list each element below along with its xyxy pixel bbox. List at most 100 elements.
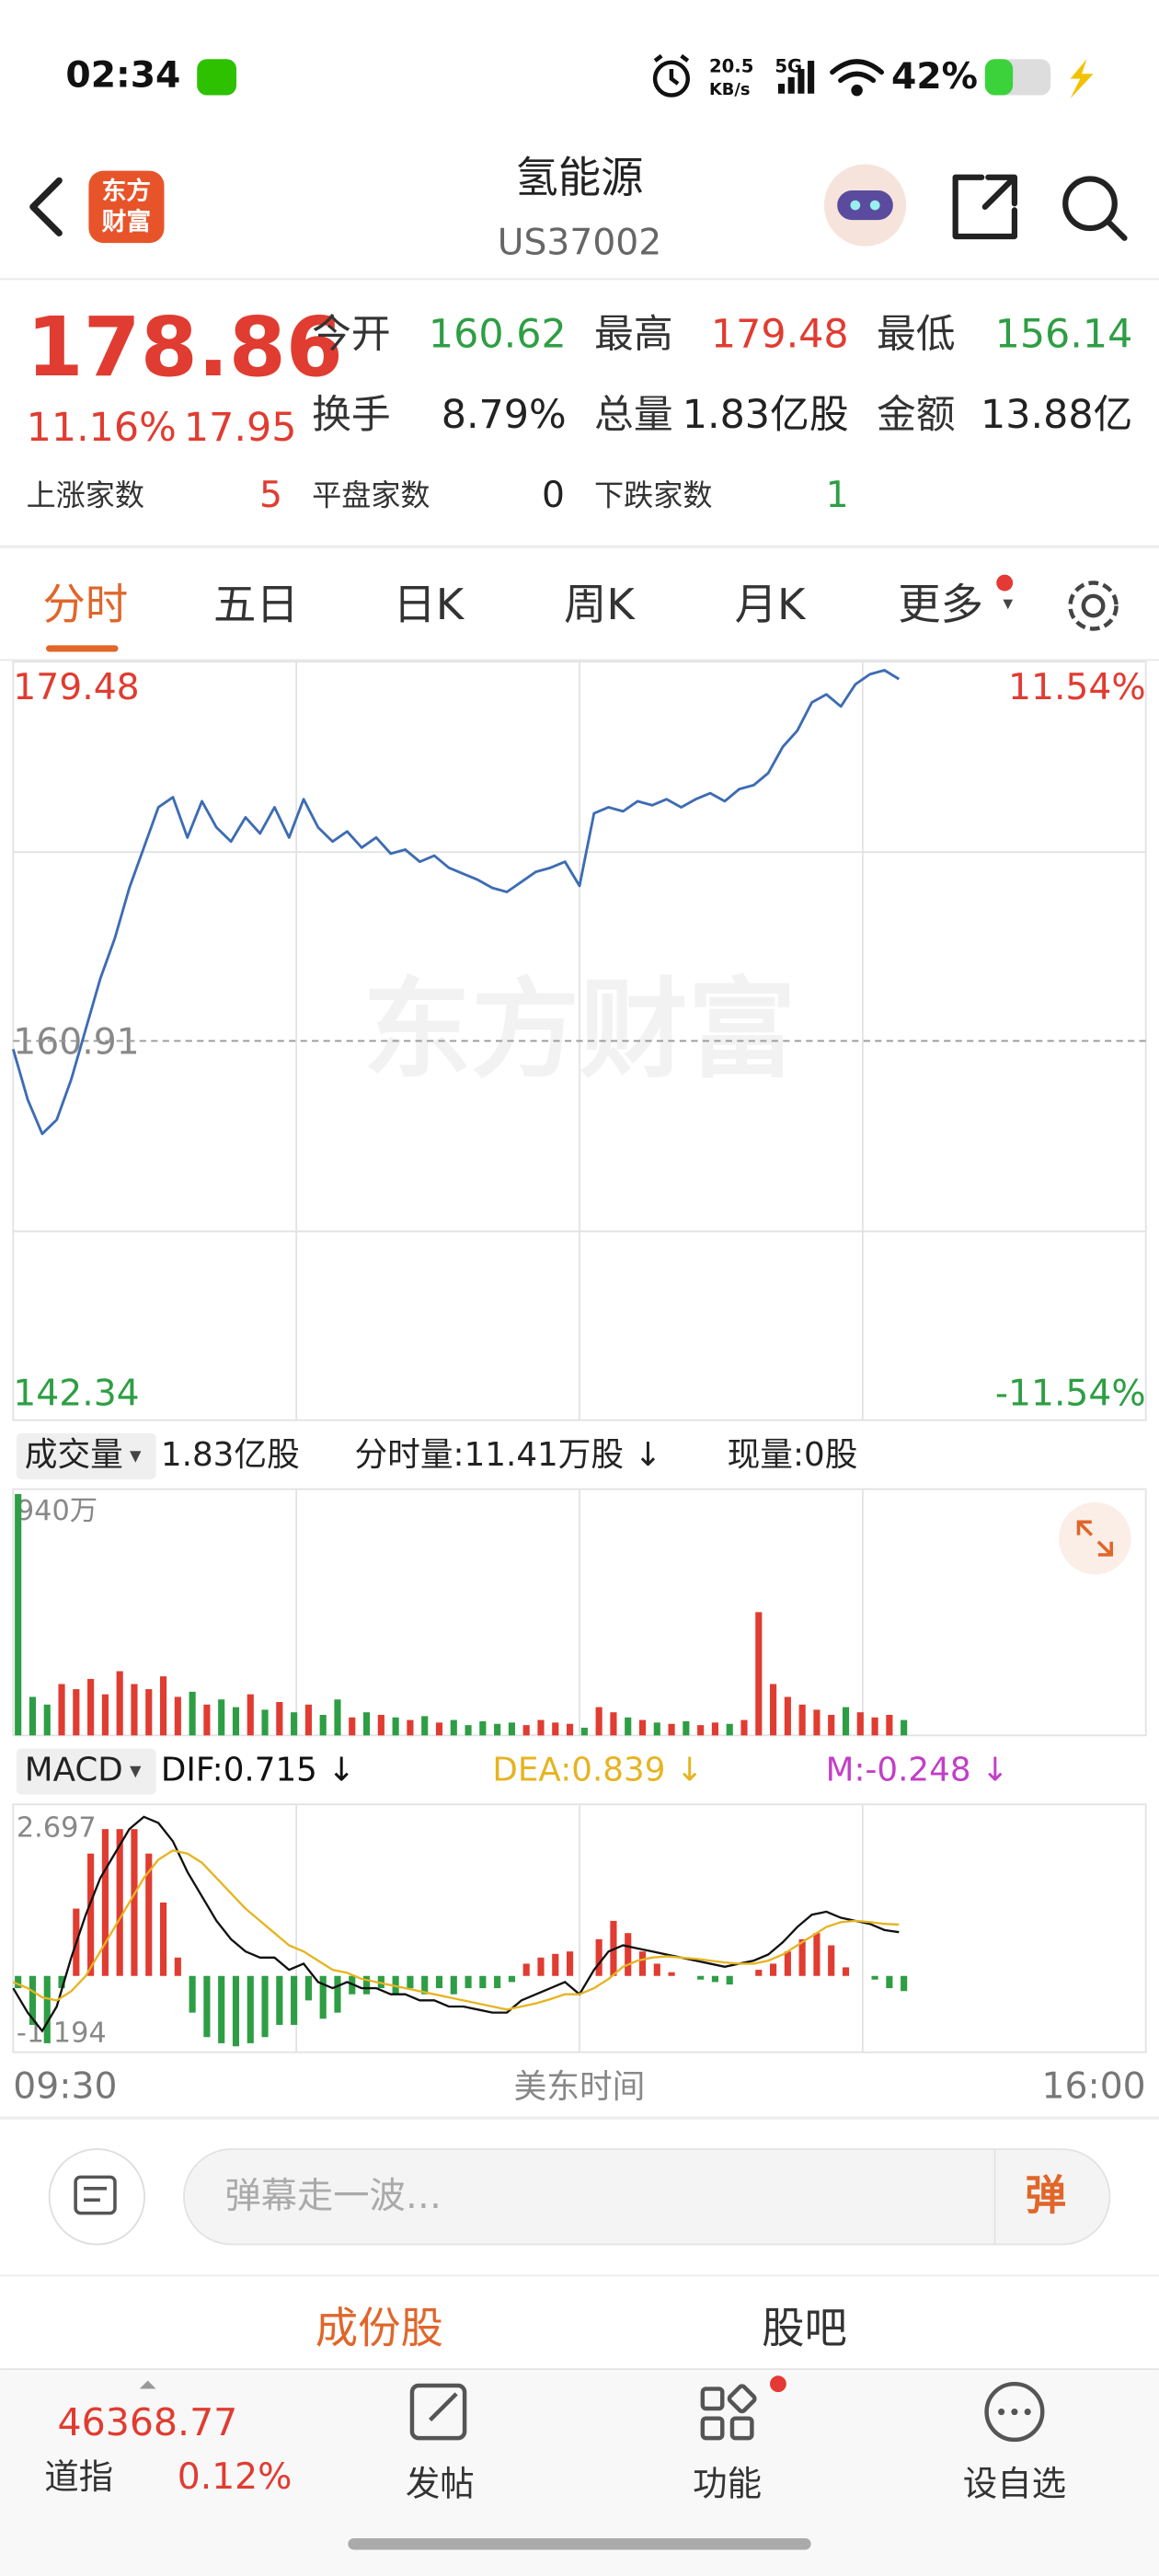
stock-code: US37002: [498, 222, 662, 263]
volume-bar: [668, 1723, 675, 1736]
more-caret: ▾: [1003, 592, 1013, 615]
macd-legend: DIF:0.715 ↓ DEA:0.839 ↓ M:-0.248 ↓: [161, 1752, 1009, 1789]
expand-button[interactable]: [1059, 1501, 1131, 1575]
volume-bar: [349, 1717, 356, 1736]
volume-bar: [131, 1684, 138, 1736]
breadth-value: 0: [542, 475, 565, 516]
volume-bar: [901, 1719, 908, 1736]
volume-bar: [73, 1689, 80, 1736]
macd-bar: [537, 1957, 545, 1976]
volume-bar: [189, 1691, 196, 1736]
macd-bar: [43, 1975, 51, 2043]
volume-bar: [784, 1696, 791, 1736]
stat-value: 179.48: [711, 311, 849, 357]
stock-name: 氢能源: [515, 153, 643, 202]
volume-bar: [334, 1699, 341, 1736]
volume-bar: [87, 1678, 95, 1736]
watchlist-icon[interactable]: [984, 2381, 1045, 2443]
nav-label[interactable]: 发帖: [406, 2463, 475, 2503]
breadth-label: 平盘家数: [312, 478, 430, 513]
sub-tab[interactable]: 股吧: [762, 2304, 847, 2353]
assistant-avatar[interactable]: [823, 164, 907, 247]
volume-bar: [276, 1702, 283, 1736]
current-volume: 现量:0股: [728, 1436, 858, 1474]
volume-bar: [261, 1709, 269, 1736]
period-tab[interactable]: 五日: [213, 580, 299, 629]
macd-bar: [261, 1975, 269, 2038]
macd-bar: [552, 1953, 559, 1976]
breadth-value: 5: [259, 475, 282, 516]
volume-selector[interactable]: [16, 1432, 156, 1479]
volume-bar: [537, 1719, 545, 1736]
macd-bar: [87, 1853, 95, 1976]
settings-button[interactable]: [1068, 581, 1119, 631]
macd-bar: [29, 1975, 37, 2025]
volume-bar: [465, 1725, 472, 1736]
macd-bar: [159, 1902, 167, 1976]
breadth-label: 上涨家数: [27, 478, 144, 513]
home-indicator: [348, 2537, 811, 2550]
macd-bar: [15, 1975, 22, 1989]
stat-label: 最低: [877, 311, 956, 357]
volume-bar: [610, 1712, 617, 1736]
volume-bar: [392, 1717, 399, 1736]
status-time: 02:34: [65, 54, 180, 96]
function-icon[interactable]: [700, 2384, 757, 2441]
y-tick-label: 2.697: [17, 1812, 97, 1845]
macd-line: [12, 1849, 900, 2011]
volume-bar: [377, 1714, 384, 1736]
macd-bar: [276, 1975, 283, 2025]
change-amount: 17.95: [184, 405, 297, 451]
volume-bar: [508, 1722, 515, 1736]
period-tab[interactable]: 周K: [564, 580, 636, 629]
volume-bar: [638, 1719, 647, 1736]
nav-label[interactable]: 设自选: [963, 2463, 1066, 2503]
macd-bar: [813, 1933, 820, 1976]
y-tick-label: 160.91: [13, 1021, 139, 1063]
volume-bar: [653, 1722, 660, 1736]
macd-bar: [697, 1975, 705, 1980]
post-icon[interactable]: [409, 2383, 467, 2441]
macd-bar: [653, 1963, 660, 1976]
nav-label[interactable]: 功能: [693, 2463, 762, 2503]
volume-bar: [43, 1704, 51, 1736]
period-tab[interactable]: 月K: [735, 580, 807, 629]
volume-bar: [726, 1723, 733, 1736]
period-tab[interactable]: 日K: [393, 580, 465, 629]
share-button[interactable]: [952, 174, 1018, 240]
volume-bar: [740, 1719, 748, 1736]
macd-bar: [842, 1967, 850, 1976]
y-tick-label: 940万: [17, 1495, 98, 1527]
macd-bar: [247, 1975, 254, 2043]
comment-input[interactable]: [183, 2148, 1111, 2246]
period-tab[interactable]: 分时: [42, 580, 128, 629]
volume-bar: [203, 1704, 211, 1736]
volume-bar: [697, 1725, 705, 1736]
indicator-selector[interactable]: [16, 1748, 156, 1795]
macd-bar: [784, 1951, 791, 1976]
danmaku-button[interactable]: 弹: [1026, 2172, 1067, 2220]
volume-bar: [247, 1694, 254, 1736]
macd-bar: [770, 1963, 777, 1976]
volume-bar: [407, 1719, 414, 1736]
macd-bar: [726, 1975, 733, 1985]
macd-bar: [421, 1975, 429, 1995]
volume-bar: [566, 1723, 574, 1736]
volume-bar: [580, 1727, 588, 1736]
danmaku-settings[interactable]: [48, 2148, 145, 2246]
period-tab[interactable]: 更多: [898, 580, 983, 629]
volume-bar: [755, 1612, 763, 1736]
search-button[interactable]: [1062, 176, 1128, 241]
macd-bar: [625, 1933, 632, 1976]
watermark: 东方财富: [362, 967, 796, 1093]
volume-bar: [683, 1720, 690, 1736]
volume-bar: [58, 1684, 65, 1736]
net-speed: 20.5: [709, 56, 753, 77]
back-button[interactable]: [29, 177, 63, 236]
macd-bar: [871, 1975, 878, 1980]
sub-tab[interactable]: 成份股: [316, 2304, 443, 2353]
wechat-icon: [197, 59, 237, 96]
stat-label: 换手: [312, 392, 391, 438]
